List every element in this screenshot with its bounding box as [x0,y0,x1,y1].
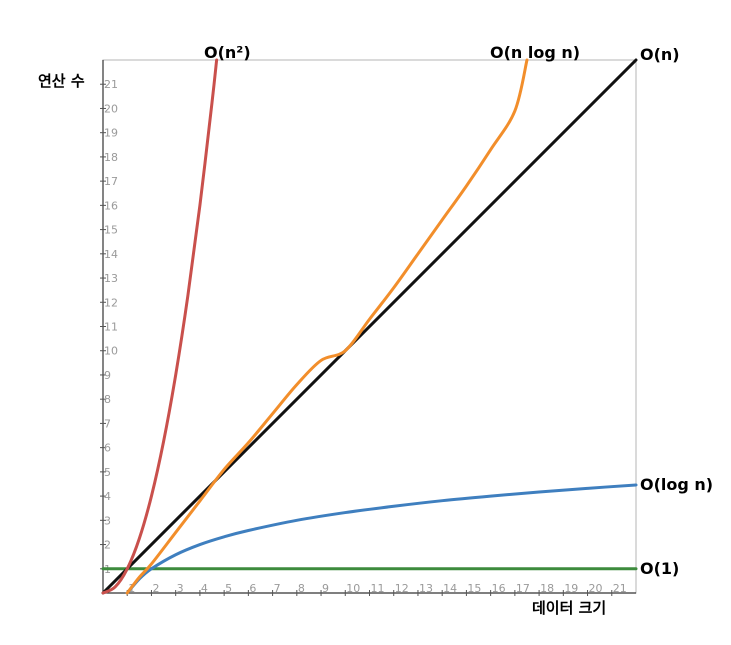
y-tick-label: 2 [104,539,111,552]
y-tick-label: 11 [104,321,118,334]
y-tick-label: 3 [104,514,111,527]
y-tick-label: 13 [104,272,118,285]
y-tick-label: 15 [104,224,118,237]
series-label-o-n: O(n²) [204,43,251,62]
y-tick-label: 4 [104,490,111,503]
series-line-o-log-n [125,483,638,595]
x-tick-label: 10 [346,582,360,595]
x-tick-label: 12 [395,582,409,595]
series-label-o-n: O(n) [640,45,680,64]
y-tick-label: 10 [104,345,118,358]
x-tick-label: 6 [249,582,256,595]
x-tick-label: 21 [613,582,627,595]
y-tick-label: 16 [104,199,118,212]
series-label-o-n-log-n: O(n log n) [490,43,580,62]
series-line-o-n [101,58,638,595]
x-axis-label: 데이터 크기 [532,599,606,617]
y-tick-label: 17 [104,175,118,188]
y-tick-label: 8 [104,393,111,406]
y-axis-label: 연산 수 [38,72,85,90]
x-tick-label: 4 [201,582,208,595]
y-tick-label: 19 [104,127,118,140]
series-line-o-n [101,58,219,595]
x-tick-label: 7 [274,582,281,595]
x-tick-label: 13 [419,582,433,595]
series-line-o-n-log-n [125,58,529,595]
x-tick-label: 15 [467,582,481,595]
x-tick-label: 11 [371,582,385,595]
y-tick-label: 6 [104,442,111,455]
x-tick-label: 19 [564,582,578,595]
x-tick-label: 9 [322,582,329,595]
y-tick-label: 7 [104,417,111,430]
x-tick-label: 2 [152,582,159,595]
series-label-o-1: O(1) [640,559,679,578]
y-tick-label: 21 [104,78,118,91]
y-tick-label: 20 [104,102,118,115]
y-tick-label: 5 [104,466,111,479]
x-tick-label: 14 [443,582,457,595]
series-lines [101,58,638,595]
x-axis-ticks: 1 2 3 4 5 6 7 8 9 10 11 12 13 14 15 16 17 18 19 20 21 [126,582,627,596]
x-tick-label: 18 [540,582,554,595]
series-label-o-log-n: O(log n) [640,475,713,494]
x-tick-label: 17 [516,582,530,595]
y-tick-label: 14 [104,248,118,261]
x-tick-label: 3 [177,582,184,595]
y-tick-label: 18 [104,151,118,164]
x-tick-label: 8 [298,582,305,595]
x-tick-label: 20 [589,582,603,595]
y-tick-label: 9 [104,369,111,382]
y-tick-label: 12 [104,296,118,309]
x-tick-label: 5 [225,582,232,595]
x-tick-label: 16 [492,582,506,595]
series-labels: O(1) O(log n) O(n) O(n log n) O(n²) [204,43,713,578]
